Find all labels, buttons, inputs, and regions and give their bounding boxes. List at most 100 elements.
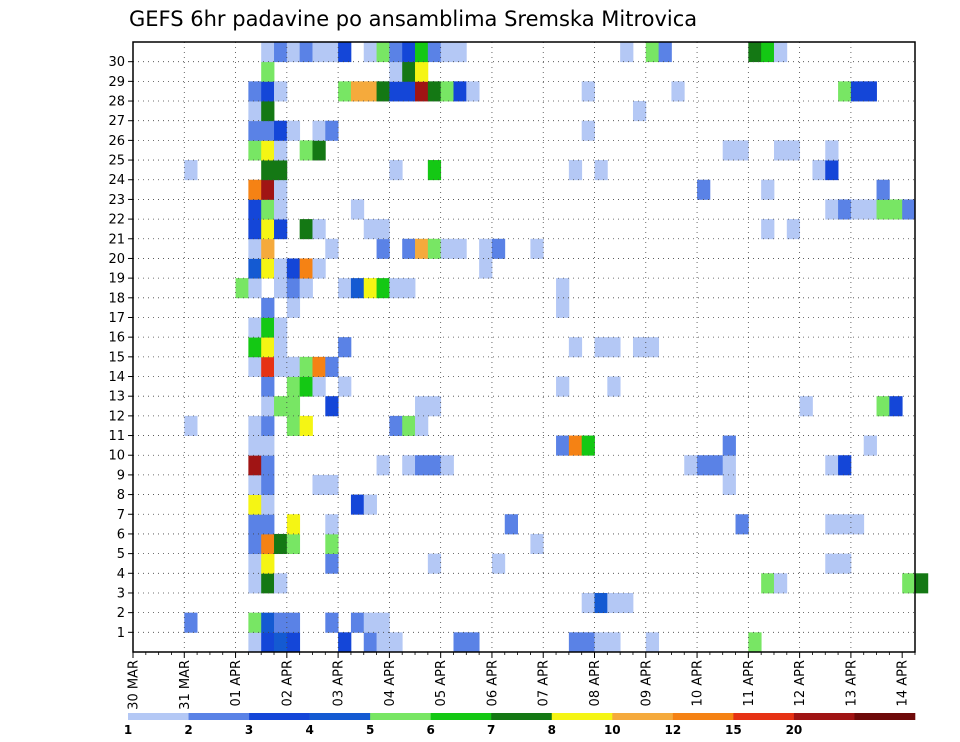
heatmap-cell — [261, 337, 275, 358]
heatmap-cell — [825, 455, 839, 476]
heatmap-cell — [286, 396, 301, 417]
y-axis: 1234567891011121314151617181920212223242… — [108, 55, 133, 641]
heatmap-cell — [556, 435, 570, 456]
heatmap-cell — [261, 376, 275, 397]
heatmap-cell — [415, 61, 429, 82]
heatmap-cell — [261, 632, 275, 653]
heatmap-cell — [889, 199, 903, 220]
heatmap-cell — [248, 533, 262, 555]
heatmap-cell — [440, 42, 454, 63]
y-tick-label: 18 — [108, 291, 125, 306]
heatmap-cell — [799, 396, 813, 417]
colorbar-swatch — [612, 713, 674, 720]
heatmap-cell — [312, 120, 326, 141]
y-tick-label: 30 — [108, 55, 125, 70]
heatmap-cell — [568, 632, 583, 653]
heatmap-cell — [274, 356, 288, 377]
heatmap-cell — [376, 219, 390, 240]
heatmap-cell — [274, 317, 288, 338]
heatmap-cell — [248, 415, 262, 436]
y-tick-label: 12 — [108, 409, 125, 424]
heatmap-cell — [248, 278, 262, 299]
y-tick-label: 16 — [108, 331, 125, 346]
heatmap-cell — [261, 553, 275, 574]
heatmap-cell — [556, 376, 570, 397]
colorbar-swatch — [793, 713, 855, 720]
heatmap-cell — [248, 455, 262, 476]
heatmap-cell — [184, 160, 198, 181]
y-tick-label: 29 — [108, 75, 125, 90]
heatmap-cell — [440, 81, 454, 102]
heatmap-cell — [427, 396, 442, 417]
heatmap-cell — [863, 199, 877, 220]
heatmap-cell — [248, 514, 262, 535]
heatmap-cell — [594, 632, 608, 653]
heatmap-cell — [773, 42, 788, 63]
heatmap-cell — [274, 396, 288, 417]
colorbar-swatch — [249, 713, 310, 720]
heatmap-cell — [415, 396, 429, 417]
heatmap-cell — [415, 415, 429, 436]
heatmap-cell — [312, 258, 326, 279]
heatmap-cell — [658, 42, 672, 63]
heatmap-cell — [325, 356, 339, 377]
heatmap-cell — [274, 160, 288, 181]
colorbar-label: 7 — [487, 723, 495, 737]
heatmap-cell — [184, 415, 198, 436]
heatmap-cell — [274, 612, 288, 633]
colorbar-label: 6 — [427, 723, 435, 737]
colorbar-label: 10 — [604, 723, 621, 737]
heatmap-cell — [825, 140, 839, 161]
heatmap-cell — [274, 140, 288, 161]
heatmap-cell — [286, 278, 301, 299]
heatmap-cell — [350, 81, 365, 102]
heatmap-cell — [248, 356, 262, 377]
heatmap-cell — [350, 612, 365, 633]
x-tick-label: 10 APR — [691, 660, 706, 706]
heatmap-cell — [248, 179, 262, 200]
heatmap-cell — [722, 140, 736, 161]
heatmap-cell — [261, 356, 275, 377]
y-tick-label: 15 — [108, 350, 125, 365]
heatmap-cell — [274, 199, 288, 220]
x-tick-label: 11 APR — [742, 660, 757, 706]
heatmap-cell — [389, 160, 403, 181]
heatmap-cell — [312, 356, 326, 377]
heatmap-cell — [261, 514, 275, 535]
heatmap-cell — [825, 553, 839, 574]
heatmap-cell — [415, 42, 429, 63]
heatmap-cell — [838, 514, 852, 535]
heatmap-cell — [299, 219, 313, 240]
colorbar-swatch — [309, 713, 371, 720]
heatmap-cell — [325, 553, 339, 574]
heatmap-cell — [786, 219, 801, 240]
x-tick-label: 31 MAR — [178, 660, 193, 710]
y-tick-label: 21 — [108, 232, 125, 247]
y-tick-label: 19 — [108, 272, 125, 287]
heatmap-cell — [376, 81, 390, 102]
heatmap-cell — [248, 632, 262, 653]
colorbar-swatch — [370, 713, 431, 720]
heatmap-cell — [363, 81, 377, 102]
heatmap-cell — [363, 494, 377, 515]
heatmap-cell — [838, 81, 852, 102]
heatmap-cell — [274, 81, 288, 102]
heatmap-cell — [248, 337, 262, 358]
heatmap-cell — [248, 494, 262, 515]
heatmap-cell — [248, 612, 262, 633]
heatmap-cell — [389, 415, 403, 436]
x-tick-label: 05 APR — [434, 660, 449, 706]
heatmap-cell — [248, 573, 262, 594]
chart-title: GEFS 6hr padavine po ansamblima Sremska … — [129, 7, 697, 31]
heatmap-cell — [376, 632, 390, 653]
heatmap-cell — [748, 632, 762, 653]
y-tick-label: 2 — [117, 606, 125, 621]
heatmap-cell — [312, 42, 326, 63]
heatmap-cell — [299, 140, 313, 161]
y-tick-label: 1 — [117, 626, 125, 641]
heatmap-cell — [581, 120, 595, 141]
heatmap-cell — [376, 455, 390, 476]
colorbar-swatch — [128, 713, 189, 720]
heatmap-cell — [312, 140, 326, 161]
colorbar-label: 20 — [786, 723, 803, 737]
